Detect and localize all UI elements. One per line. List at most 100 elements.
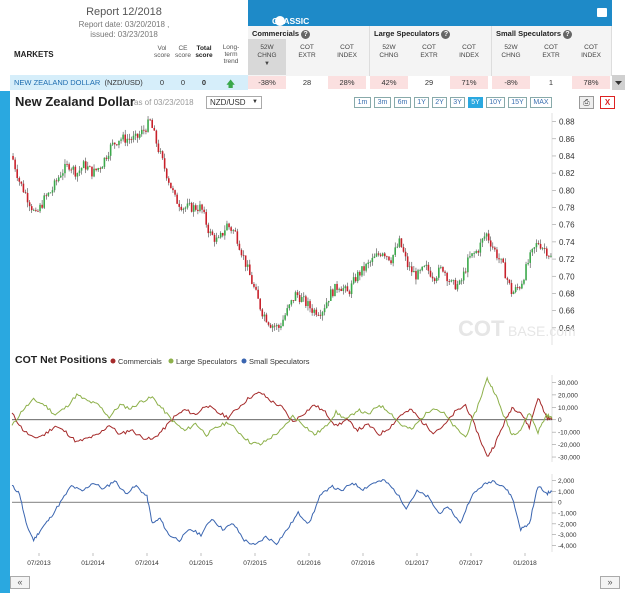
y-tick-label: 0.82 [559,169,575,178]
legend-label: Small Speculators [249,357,310,366]
candle-body [415,271,417,280]
candle-body [541,248,544,249]
candle-body [230,227,232,231]
candle-body [47,192,50,196]
y-tick-label: -3,000 [558,532,577,539]
row-dropdown-button[interactable] [612,75,625,90]
candle-body [155,130,158,144]
market-name[interactable]: NEW ZEALAND DOLLAR (NZD/USD) [14,78,143,87]
range-button-15y[interactable]: 15Y [508,97,527,108]
help-icon[interactable]: ? [441,30,451,39]
column-header[interactable]: 52W CHNG ▼ [248,44,286,68]
candle-body [348,291,351,295]
candle-body [548,255,550,257]
candle-body [330,289,332,301]
candle-body [130,139,133,141]
range-button-3m[interactable]: 3m [374,97,391,108]
candle-body [315,309,318,315]
candle-body [41,204,43,208]
help-icon[interactable]: ? [563,30,573,39]
candle-body [280,325,282,328]
accent-bar [0,91,10,593]
candle-body [76,173,79,177]
candle-body [186,203,189,208]
candle-body [504,262,507,279]
candle-body [103,157,106,167]
legend-marker [110,358,116,364]
range-button-3y[interactable]: 3Y [450,97,465,108]
range-button-1m[interactable]: 1m [354,97,371,108]
range-button-10y[interactable]: 10Y [486,97,505,108]
range-button-5y[interactable]: 5Y [468,97,483,108]
market-row[interactable] [10,75,248,90]
candle-body [18,178,21,182]
candle-body [14,159,16,170]
candle-body [392,254,394,264]
candle-body [421,266,423,271]
candle-body [91,166,93,177]
print-chart-button[interactable]: ⎙ [579,96,594,109]
candle-body [438,267,440,278]
candle-body [99,168,102,169]
range-button-6m[interactable]: 6m [394,97,411,108]
candle-body [394,247,396,255]
candle-body [442,266,444,272]
candle-body [433,278,436,282]
candle-body [219,233,222,238]
column-header[interactable]: COT EXTR [420,44,438,59]
candle-body [510,282,513,295]
next-button[interactable]: » [600,576,620,589]
as-of-date: as of 03/23/2018 [134,98,194,107]
candle-body [535,243,538,248]
candle-body [180,206,183,210]
help-icon[interactable]: ? [301,30,311,39]
column-header[interactable]: COT INDEX [581,44,601,59]
range-button-2y[interactable]: 2Y [432,97,447,108]
column-header[interactable]: COT EXTR [542,44,560,59]
candle-body [188,202,191,204]
x-tick-label: 01/2015 [189,560,213,567]
candle-body [55,180,58,182]
candle-body [408,266,411,268]
close-button[interactable]: X [600,96,615,109]
y-tick-label: 0.64 [559,324,575,333]
candle-body [305,296,307,307]
candle-body [473,253,475,254]
candle-body [354,277,357,282]
large-speculators-group: Large Speculators? [370,26,492,76]
column-header[interactable]: COT INDEX [337,44,357,59]
candle-body [66,163,68,165]
column-header[interactable]: COT INDEX [459,44,479,59]
candle-body [462,271,465,281]
candle-body [278,325,280,328]
y-tick-label: 0.80 [559,186,575,195]
candle-body [49,192,52,194]
candle-body [359,271,361,276]
candle-body [149,119,151,121]
candle-body [294,292,297,301]
candle-body [413,271,415,273]
candle-body [78,170,81,174]
vol-score-header: Vol score [154,45,170,59]
candle-body [70,169,72,171]
help-icon[interactable]: ? [275,16,285,26]
candle-body [182,208,185,210]
candle-body [190,202,193,212]
range-button-1y[interactable]: 1Y [414,97,429,108]
column-header[interactable]: COT EXTR [298,44,316,59]
candle-body [124,134,126,143]
column-header[interactable]: 52W CHNG [379,44,399,59]
candle-body [303,296,305,298]
column-header[interactable]: 52W CHNG [501,44,521,59]
candle-body [147,119,149,132]
range-button-max[interactable]: MAX [530,97,552,108]
prev-button[interactable]: « [10,576,30,589]
vol-score-value: 0 [159,78,165,87]
print-icon[interactable] [597,8,607,17]
candle-body [45,195,48,197]
candle-body [454,279,457,290]
candle-body [477,251,480,253]
candle-body [134,133,137,136]
pair-select[interactable]: NZD/USD ▼ [206,96,262,109]
